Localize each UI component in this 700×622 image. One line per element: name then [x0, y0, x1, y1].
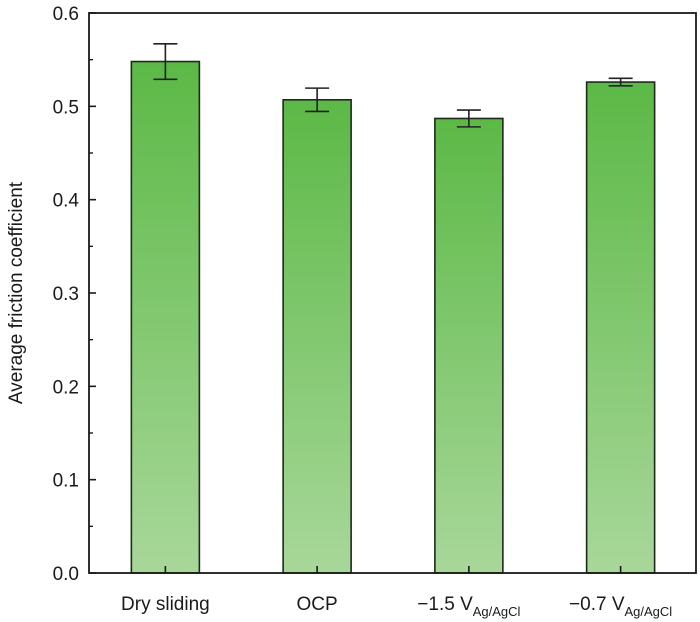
- x-tick-label-subscript: Ag/AgCl: [625, 604, 673, 619]
- y-tick-label: 0.3: [53, 284, 79, 305]
- bar-1: [282, 99, 352, 574]
- x-tick-label-main: Dry sliding: [121, 594, 210, 615]
- x-tick-label: −0.7 VAg/AgCl: [569, 594, 672, 619]
- x-tick-label-main: −0.7 V: [569, 594, 625, 615]
- y-tick-label: 0.1: [53, 471, 79, 492]
- y-tick-label: 0.0: [53, 564, 79, 585]
- bar-3: [585, 81, 656, 574]
- y-tick-label: 0.6: [53, 4, 79, 25]
- y-tick-label: 0.5: [53, 97, 79, 118]
- error-bar-2: [456, 109, 481, 128]
- x-tick-label: −1.5 VAg/AgCl: [417, 594, 520, 619]
- x-tick-label: OCP: [297, 594, 338, 615]
- labels-layer: 0.0 0.1 0.2 0.3 0.4 0.5 0.6 Dry sliding OCP −1.5 …: [53, 4, 673, 619]
- x-tick-label-main: OCP: [297, 594, 338, 615]
- x-tick-label-subscript: Ag/AgCl: [473, 604, 521, 619]
- bar-0: [130, 60, 201, 574]
- bars-layer: [130, 42, 656, 574]
- y-tick-label: 0.4: [53, 191, 80, 212]
- x-tick-label: Dry sliding: [121, 594, 210, 615]
- y-axis-title: Average friction coefficient: [6, 181, 27, 404]
- axes-layer: [88, 12, 697, 574]
- y-tick-label: 0.2: [53, 377, 79, 398]
- x-tick-label-main: −1.5 V: [417, 594, 473, 615]
- bar-2: [434, 117, 504, 574]
- error-bar-1: [305, 87, 330, 113]
- error-bar-3: [608, 77, 633, 87]
- error-bar-0: [153, 42, 178, 81]
